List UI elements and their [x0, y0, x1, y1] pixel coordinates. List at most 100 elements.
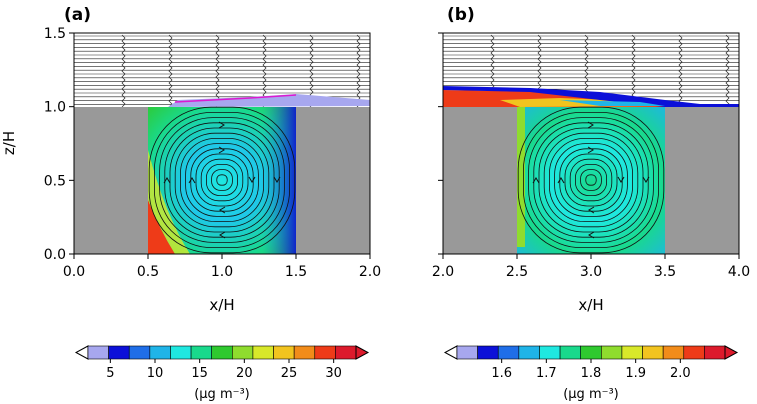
y-tick-label: 0.0: [44, 247, 66, 263]
x-tick-label: 2.5: [506, 264, 528, 280]
colorbar-tick-label: 5: [106, 366, 114, 381]
colorbar-over-triangle: [724, 345, 739, 360]
vortex-streamline: [211, 169, 233, 191]
x-tick-label: 3.0: [580, 264, 602, 280]
colorbar-swatch: [252, 345, 274, 360]
panel-b-label: (b): [447, 5, 475, 25]
wind-arrow: [309, 34, 314, 108]
colorbar-tick-label: 25: [281, 366, 298, 381]
colorbar-tick-label: 1.7: [536, 366, 557, 381]
wind-arrow: [215, 34, 220, 108]
colorbar-over-triangle: [355, 345, 370, 360]
panel-b-canyon-left-edge: [517, 107, 525, 247]
x-tick-label: 2.0: [359, 264, 381, 280]
panel-a-label: (a): [64, 5, 91, 25]
vortex-streamline: [164, 122, 280, 238]
panel-b-roof-plume-blue: [443, 86, 739, 107]
vortex-streamline: [148, 106, 296, 254]
colorbar-b: 1.6 1.7 1.8 1.9 2.0: [443, 345, 739, 381]
colorbar-swatch: [580, 345, 602, 360]
vortex-arrow: [218, 146, 225, 154]
colorbar-swatch: [601, 345, 623, 360]
vortex-streamline: [580, 169, 602, 191]
colorbar-swatch: [335, 345, 357, 360]
colorbar-under-triangle: [74, 345, 89, 360]
vortex-streamline: [569, 158, 613, 202]
colorbar-swatch: [108, 345, 130, 360]
x-tick-label: 1.0: [211, 264, 233, 280]
colorbar-swatch: [314, 345, 336, 360]
vortex-streamline: [159, 117, 285, 243]
panel-a-building-right: [296, 107, 370, 254]
x-tick-label: 1.5: [285, 264, 307, 280]
vortex-streamline: [554, 143, 628, 217]
panel-b-canyon-field: [517, 107, 665, 254]
panel-b-building-right: [665, 107, 739, 254]
wind-arrow: [356, 34, 361, 108]
colorbar-tick-label: 15: [191, 366, 208, 381]
colorbar-swatch: [273, 345, 295, 360]
panel-a-y-axis: 0.0 0.5 1.0 1.5: [44, 26, 74, 263]
vortex-streamline: [216, 174, 228, 186]
colorbar-swatch: [293, 345, 316, 360]
colorbar-swatch: [704, 345, 726, 360]
panel-a-roof-plume: [168, 94, 370, 107]
panel-a-canyon-left-hotspot: [148, 200, 175, 254]
vortex-arrow: [219, 206, 226, 214]
colorbar-swatch: [190, 345, 212, 360]
colorbar-swatch: [642, 345, 664, 360]
colorbar-tick-label: 1.6: [491, 366, 512, 381]
x-tick-label: 3.5: [654, 264, 676, 280]
x-tick-label: 4.0: [728, 264, 750, 280]
vortex-streamline: [564, 153, 618, 207]
vortex-streamline: [205, 163, 238, 196]
panel-a-roof-plume-edge: [174, 94, 297, 103]
colorbar-swatch: [518, 345, 540, 360]
x-tick-label: 2.0: [432, 264, 454, 280]
wind-arrow: [121, 34, 126, 108]
panel-a-canyon-left-band: [148, 150, 190, 254]
colorbar-swatch: [477, 345, 499, 360]
vortex-streamline: [543, 132, 639, 228]
colorbar-swatch: [497, 345, 520, 360]
vortex-streamline: [533, 122, 649, 238]
x-tick-label: 0.0: [63, 264, 85, 280]
wind-arrow: [678, 34, 683, 108]
colorbar-tick-label: 30: [325, 366, 342, 381]
colorbar-swatch: [211, 345, 233, 360]
colorbar-swatch: [87, 345, 109, 360]
vortex-arrow: [273, 176, 281, 183]
x-tick-label: 0.5: [137, 264, 159, 280]
vortex-arrow: [588, 206, 595, 214]
wind-arrow: [168, 34, 173, 108]
vortex-streamline: [528, 117, 654, 243]
vortex-arrow: [588, 231, 595, 239]
colorbar-tick-label: 1.9: [625, 366, 646, 381]
vortex-streamline: [179, 137, 264, 222]
vortex-streamline: [169, 127, 275, 233]
wind-arrow: [262, 34, 267, 108]
colorbar-swatch: [232, 345, 254, 360]
panel-a-x-axis: 0.0 0.5 1.0 1.5 2.0: [63, 254, 381, 280]
vortex-arrow: [587, 146, 594, 154]
vortex-arrow: [557, 177, 565, 184]
panel-a-wind-lines: [74, 34, 370, 108]
colorbar-swatch: [128, 345, 151, 360]
vortex-streamline: [523, 112, 660, 248]
panel-a-ylabel: z/H: [0, 131, 18, 155]
vortex-arrow: [587, 121, 594, 129]
colorbar-swatch: [662, 345, 685, 360]
panel-b-building-left: [443, 107, 517, 254]
panel-b: (b) 2.0 2.5 3.0 3.5 4.0 x/H: [432, 5, 750, 314]
panel-a-vortex: [148, 106, 296, 254]
y-tick-label: 1.5: [44, 26, 66, 42]
colorbar-swatch: [149, 345, 171, 360]
colorbar-b-units: (µg m⁻³): [563, 387, 619, 402]
vortex-arrow: [219, 231, 226, 239]
vortex-streamline: [538, 127, 644, 233]
vortex-arrow: [188, 177, 196, 184]
colorbar-tick-label: 10: [147, 366, 164, 381]
y-tick-label: 0.5: [44, 173, 66, 189]
colorbar-swatch: [539, 345, 561, 360]
